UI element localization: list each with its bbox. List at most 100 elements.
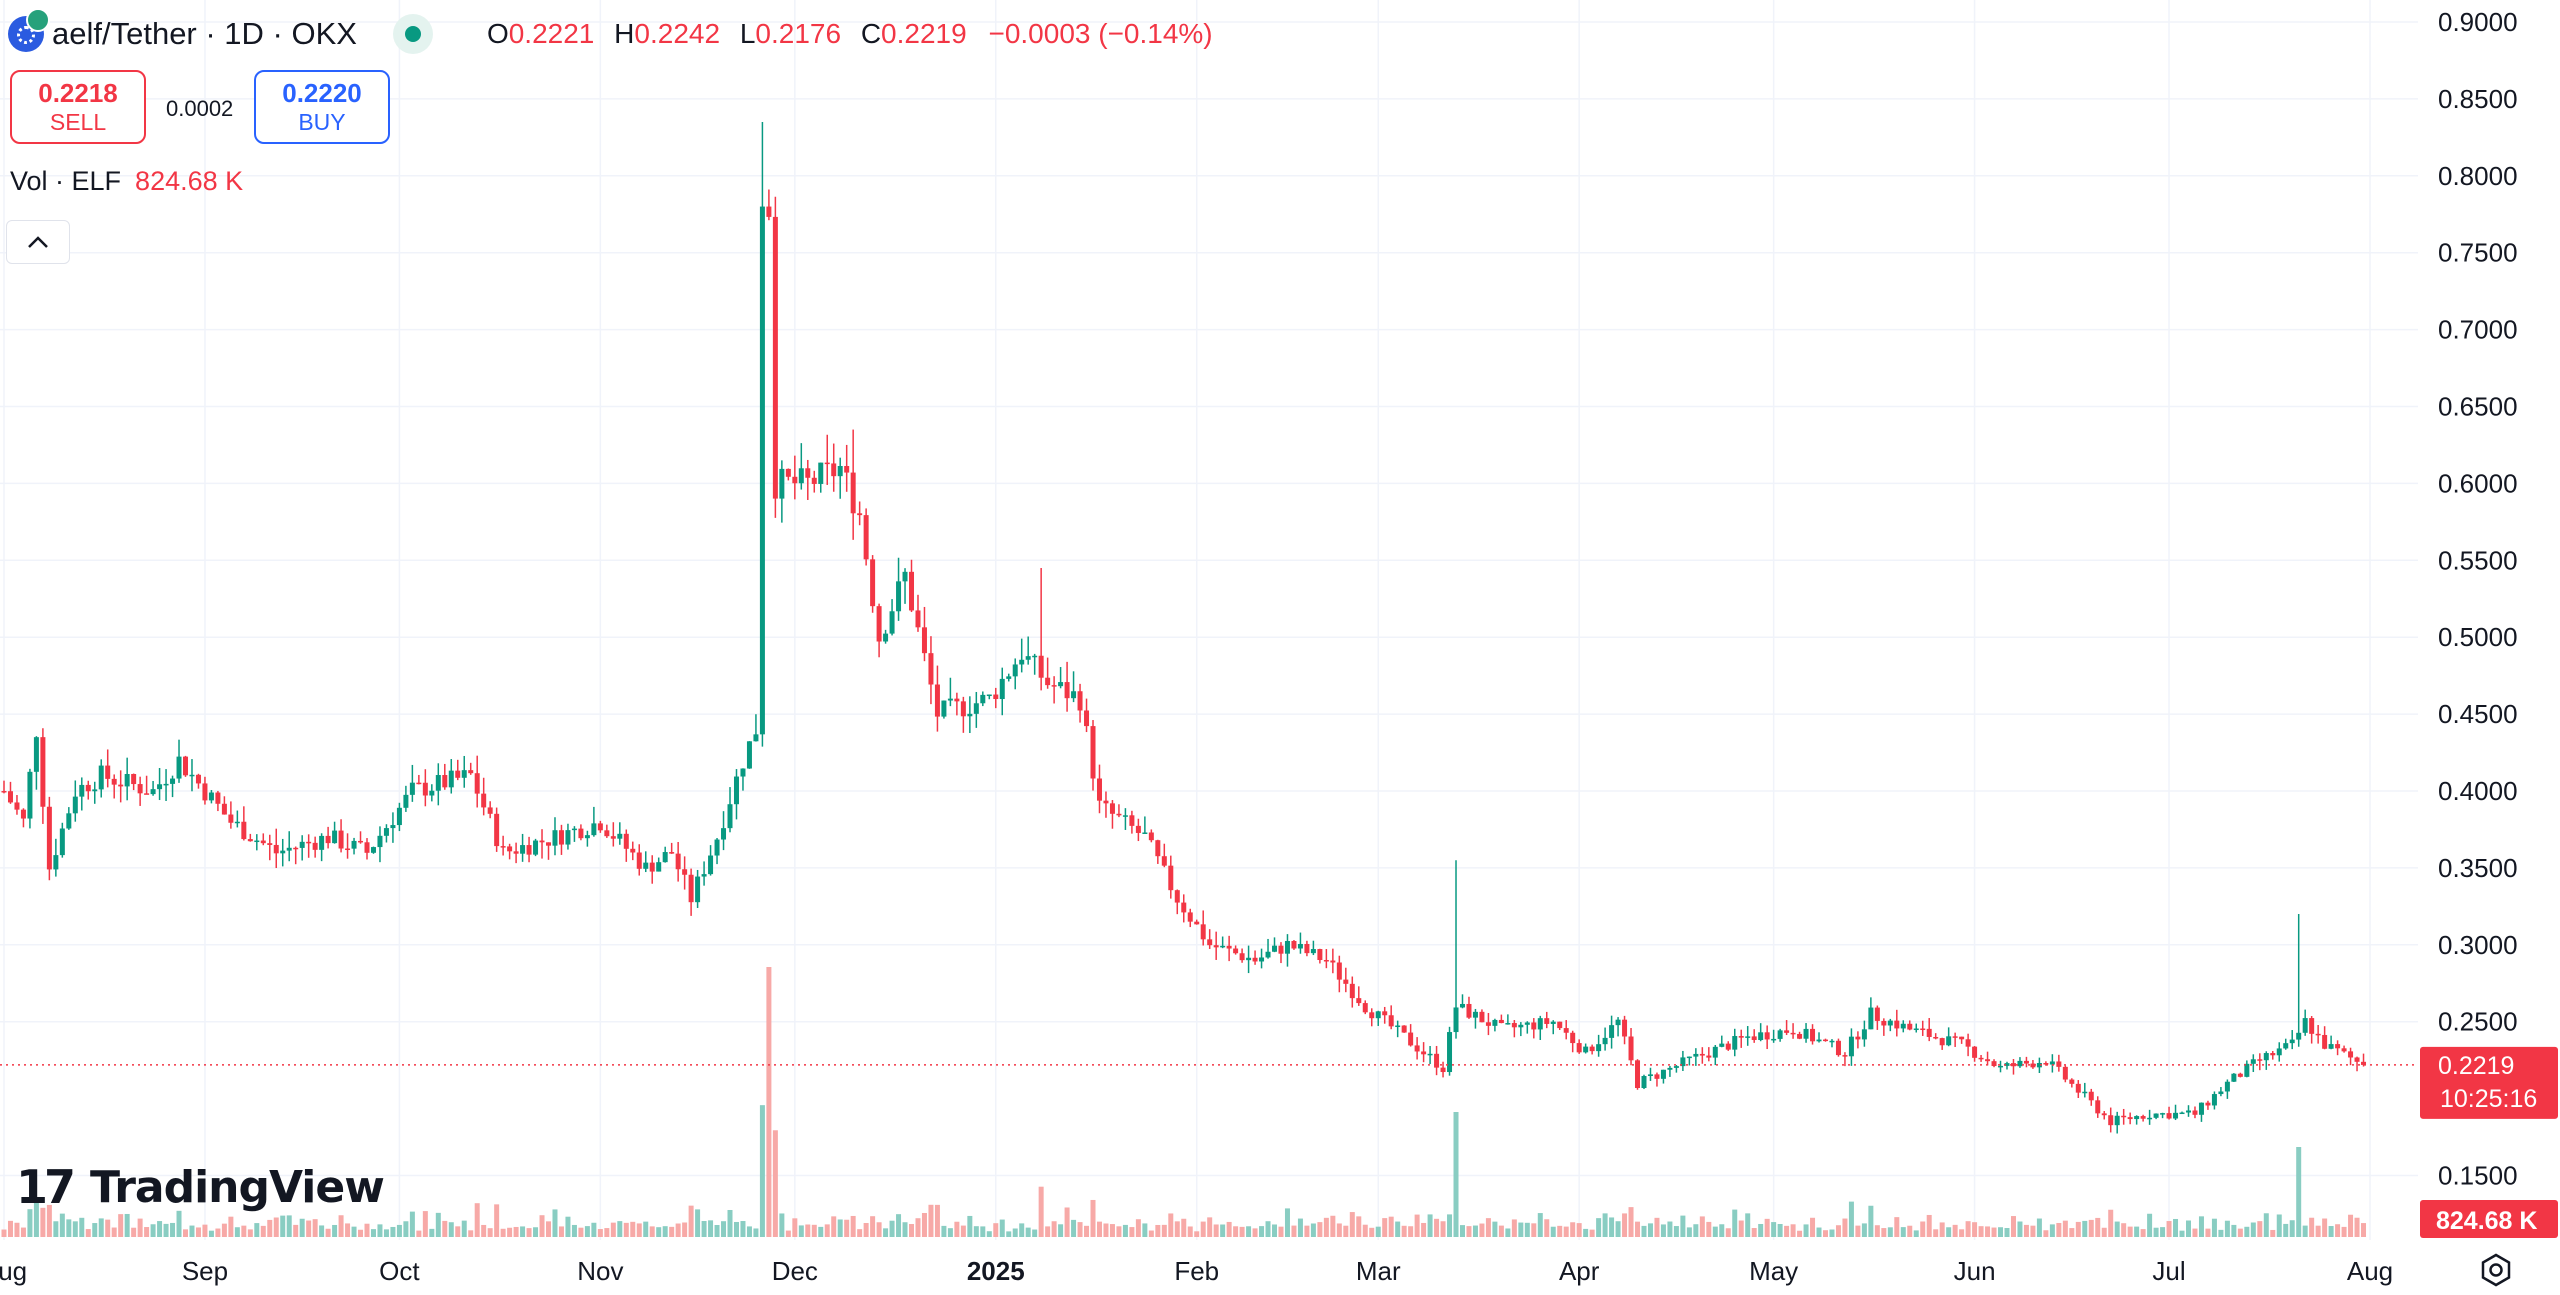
candle-body [267,843,273,845]
volume-bar [422,1211,428,1237]
candle-body [947,698,953,701]
volume-bar [286,1215,292,1237]
volume-bar [1459,1225,1465,1237]
volume-bar [520,1226,526,1237]
candle-body [753,734,759,742]
volume-bar [409,1211,415,1237]
candle-body [1343,979,1349,984]
volume-bar [150,1224,156,1237]
volume-bar [1369,1227,1375,1237]
candle-body [14,802,20,810]
candle-body [280,850,286,854]
candle-body [883,633,889,642]
volume-bar [973,1226,979,1237]
volume-bar [1194,1231,1200,1237]
candle-body [721,828,727,840]
volume-bar [662,1226,668,1237]
candle-body [319,835,325,850]
volume-bar [1712,1226,1718,1237]
volume-bar [546,1221,552,1237]
candle-body [1609,1025,1615,1038]
volume-bar [72,1221,78,1237]
volume-bar [1310,1223,1316,1237]
candle-body [714,839,720,856]
volume-bar [2004,1227,2010,1237]
candle-body [1414,1045,1420,1052]
volume-bar [1978,1226,1984,1237]
candle-body [1810,1028,1816,1042]
candle-body [1265,951,1271,958]
time-tick-label: May [1749,1256,1798,1286]
candle-body [2173,1112,2179,1119]
volume-bar [351,1226,357,1237]
volume-bar [2049,1224,2055,1237]
volume-bar [59,1213,65,1237]
candle-body [558,830,564,845]
collapse-legend-button[interactable] [6,220,70,264]
candle-body [1803,1028,1809,1039]
volume-bar [2322,1218,2328,1237]
volume-bar [1,1229,7,1237]
volume-bar [319,1225,325,1237]
volume-bar [2134,1226,2140,1237]
candle-body [2198,1102,2204,1115]
volume-bar [358,1229,364,1237]
volume-bar [1920,1221,1926,1237]
candle-body [850,472,856,514]
volume-bar [2250,1222,2256,1237]
volume-bar [144,1227,150,1237]
volume-bar [2010,1216,2016,1237]
candle-body [1712,1046,1718,1058]
candle-body [1427,1053,1433,1056]
candle-body [1213,945,1219,948]
symbol-title[interactable]: aelf/Tether · 1D · OKX [52,16,357,51]
volume-bar [2354,1217,2360,1237]
volume-bar [831,1216,837,1237]
candle-body [2289,1039,2295,1044]
candle-body [1576,1043,1582,1053]
candle-body [176,756,182,779]
volume-bar [1926,1214,1932,1237]
gear-icon[interactable] [2478,1252,2514,1288]
volume-bar [578,1227,584,1237]
volume-bar [1142,1223,1148,1237]
candle-body [656,862,662,872]
sell-button[interactable]: 0.2218 SELL [10,70,146,144]
volume-bar [2289,1220,2295,1237]
volume-bar [1472,1225,1478,1237]
volume-bar [571,1224,577,1237]
candle-body [1732,1036,1738,1050]
candle-body [435,775,441,791]
buy-button[interactable]: 0.2220 BUY [254,70,390,144]
volume-bar [753,1228,759,1237]
volume-bar [2302,1225,2308,1237]
price-tick-label: 0.5000 [2438,622,2518,652]
volume-bar [131,1227,137,1237]
volume-bar [721,1221,727,1237]
volume-bar [792,1218,798,1237]
candle-body [150,789,156,795]
market-status-icon[interactable] [392,14,433,54]
candle-body [500,846,506,848]
tradingview-logo[interactable]: 17 TradingView [16,1160,385,1214]
candle-body [675,853,681,870]
volume-bar [1797,1230,1803,1237]
candle-body [824,462,830,465]
volume-bar [79,1217,85,1237]
volume-legend[interactable]: Vol · ELF 824.68 K [10,166,243,197]
volume-bar [2179,1230,2185,1237]
candle-body [1667,1067,1673,1070]
candle-body [1479,1011,1485,1023]
candle-body [1459,1003,1465,1008]
price-tick-label: 0.6500 [2438,392,2518,422]
candle-body [2082,1091,2088,1094]
volume-bar [1907,1225,1913,1237]
volume-bar [455,1226,461,1237]
volume-bar [986,1231,992,1237]
candle-body [189,774,195,777]
candle-body [429,790,435,796]
volume-bar [241,1225,247,1237]
candle-body [338,830,344,849]
candle-body [1699,1053,1705,1056]
